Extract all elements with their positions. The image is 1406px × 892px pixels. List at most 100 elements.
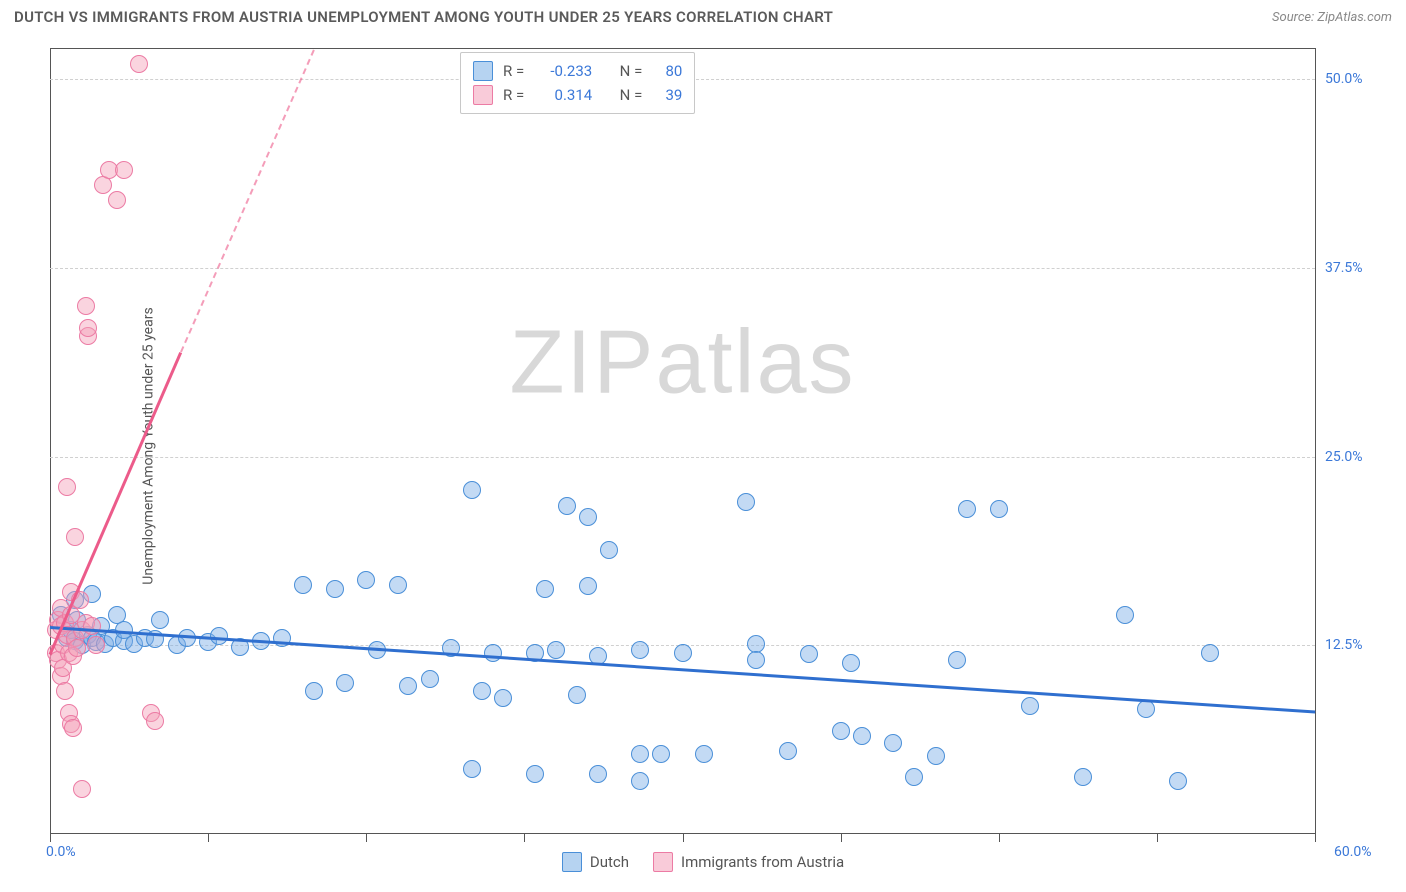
data-point-dutch — [463, 481, 481, 499]
data-point-dutch — [1116, 606, 1134, 624]
stat-label-n: N = — [620, 59, 643, 83]
data-point-dutch — [779, 742, 797, 760]
data-point-dutch — [747, 651, 765, 669]
legend-item-austria: Immigrants from Austria — [653, 852, 844, 872]
data-point-dutch — [463, 760, 481, 778]
data-point-dutch — [948, 651, 966, 669]
y-axis-line — [50, 49, 51, 834]
data-point-dutch — [568, 686, 586, 704]
scatter-chart: ZIPatlas 12.5%25.0%37.5%50.0% — [50, 48, 1316, 834]
swatch-dutch-icon — [473, 61, 493, 81]
gridline — [50, 457, 1315, 458]
x-tick — [1157, 834, 1158, 842]
data-point-dutch — [631, 641, 649, 659]
data-point-dutch — [589, 765, 607, 783]
x-tick — [1315, 834, 1316, 842]
data-point-dutch — [305, 682, 323, 700]
data-point-dutch — [579, 577, 597, 595]
data-point-dutch — [747, 635, 765, 653]
data-point-austria — [68, 639, 86, 657]
data-point-austria — [108, 191, 126, 209]
data-point-dutch — [652, 745, 670, 763]
data-point-dutch — [905, 768, 923, 786]
stat-label-n: N = — [620, 83, 643, 107]
data-point-austria — [87, 636, 105, 654]
data-point-dutch — [1021, 697, 1039, 715]
data-point-dutch — [1074, 768, 1092, 786]
data-point-dutch — [151, 611, 169, 629]
stat-value-r-dutch: -0.233 — [534, 59, 592, 83]
data-point-dutch — [884, 734, 902, 752]
data-point-dutch — [631, 772, 649, 790]
data-point-dutch — [1201, 644, 1219, 662]
watermark: ZIPatlas — [509, 312, 855, 415]
data-point-dutch — [737, 493, 755, 511]
y-tick-label: 50.0% — [1325, 71, 1385, 87]
data-point-austria — [115, 161, 133, 179]
data-point-austria — [66, 528, 84, 546]
chart-title: DUTCH VS IMMIGRANTS FROM AUSTRIA UNEMPLO… — [14, 8, 833, 26]
data-point-austria — [77, 297, 95, 315]
data-point-dutch — [800, 645, 818, 663]
data-point-dutch — [832, 722, 850, 740]
data-point-austria — [64, 719, 82, 737]
y-tick-label: 37.5% — [1325, 260, 1385, 276]
data-point-dutch — [357, 571, 375, 589]
legend: Dutch Immigrants from Austria — [0, 852, 1406, 872]
y-tick-label: 12.5% — [1325, 637, 1385, 653]
data-point-austria — [146, 712, 164, 730]
data-point-dutch — [1169, 772, 1187, 790]
x-tick — [208, 834, 209, 842]
data-point-dutch — [695, 745, 713, 763]
watermark-bold: ZIP — [509, 313, 655, 413]
stat-value-n-austria: 39 — [652, 83, 682, 107]
data-point-dutch — [399, 677, 417, 695]
legend-label-austria: Immigrants from Austria — [681, 853, 844, 871]
data-point-dutch — [536, 580, 554, 598]
legend-label-dutch: Dutch — [590, 853, 629, 871]
data-point-dutch — [842, 654, 860, 672]
data-point-austria — [130, 55, 148, 73]
data-point-dutch — [389, 576, 407, 594]
swatch-austria-icon — [653, 852, 673, 872]
x-tick — [366, 834, 367, 842]
x-tick — [524, 834, 525, 842]
data-point-dutch — [579, 508, 597, 526]
data-point-dutch — [958, 500, 976, 518]
x-tick — [50, 834, 51, 842]
stat-value-r-austria: 0.314 — [534, 83, 592, 107]
data-point-dutch — [494, 689, 512, 707]
data-point-dutch — [294, 576, 312, 594]
data-point-austria — [79, 319, 97, 337]
title-bar: DUTCH VS IMMIGRANTS FROM AUSTRIA UNEMPLO… — [0, 0, 1406, 34]
x-tick — [683, 834, 684, 842]
data-point-dutch — [326, 580, 344, 598]
source-attribution: Source: ZipAtlas.com — [1272, 10, 1392, 25]
data-point-dutch — [990, 500, 1008, 518]
data-point-dutch — [600, 541, 618, 559]
trend-line-dutch — [50, 626, 1315, 714]
swatch-austria-icon — [473, 85, 493, 105]
data-point-dutch — [526, 765, 544, 783]
stat-label-r: R = — [503, 59, 524, 83]
data-point-austria — [73, 780, 91, 798]
data-point-austria — [56, 682, 74, 700]
data-point-dutch — [336, 674, 354, 692]
stat-label-r: R = — [503, 83, 524, 107]
legend-item-dutch: Dutch — [562, 852, 629, 872]
data-point-dutch — [927, 747, 945, 765]
data-point-dutch — [558, 497, 576, 515]
data-point-dutch — [674, 644, 692, 662]
stat-value-n-dutch: 80 — [652, 59, 682, 83]
stats-row-dutch: R = -0.233 N = 80 — [473, 59, 682, 83]
y-tick-label: 25.0% — [1325, 449, 1385, 465]
data-point-austria — [58, 478, 76, 496]
data-point-dutch — [421, 670, 439, 688]
x-tick — [841, 834, 842, 842]
trend-line-austria-extrapolated — [180, 50, 315, 353]
x-tick — [999, 834, 1000, 842]
data-point-dutch — [484, 644, 502, 662]
swatch-dutch-icon — [562, 852, 582, 872]
data-point-dutch — [473, 682, 491, 700]
gridline — [50, 268, 1315, 269]
